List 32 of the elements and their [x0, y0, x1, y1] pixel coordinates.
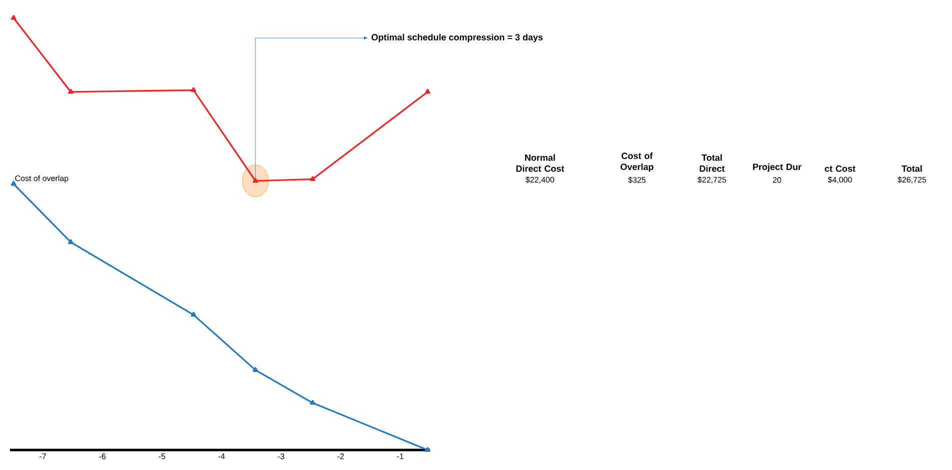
x-tick-label: -5: [158, 454, 166, 460]
text: $22,400: [526, 176, 554, 184]
annotation: Optimal schedule compression = 3 days: [372, 34, 543, 42]
point: [10, 180, 16, 186]
x-tick-label: -2: [337, 454, 344, 460]
text: $26,725: [898, 176, 926, 184]
point: [310, 176, 316, 182]
x-tick-label: -6: [99, 454, 106, 460]
text: Cost of Overlap: [620, 152, 654, 172]
text: Normal Direct Cost: [516, 154, 564, 172]
point: [190, 312, 196, 317]
point: [424, 447, 430, 452]
x-tick-label: -7: [40, 454, 46, 460]
text: Total Direct: [700, 154, 725, 172]
x-tick-label: -3: [278, 454, 284, 460]
text: Total: [902, 165, 922, 172]
point: [190, 87, 196, 92]
point: [68, 239, 74, 244]
text: 20: [772, 177, 782, 183]
series-label: Cost of overlap: [15, 175, 68, 183]
x-tick-label: -1: [397, 454, 404, 460]
point: [10, 15, 16, 20]
text: Project Dur: [753, 163, 802, 172]
text: $22,725: [698, 176, 726, 184]
text: $325: [628, 176, 646, 184]
point: [424, 88, 430, 94]
point: [68, 88, 74, 94]
text: $4,000: [828, 176, 852, 184]
point: [310, 400, 316, 405]
point: [252, 367, 258, 372]
text: ct Cost: [824, 165, 856, 172]
x-tick-label: -4: [218, 454, 225, 460]
